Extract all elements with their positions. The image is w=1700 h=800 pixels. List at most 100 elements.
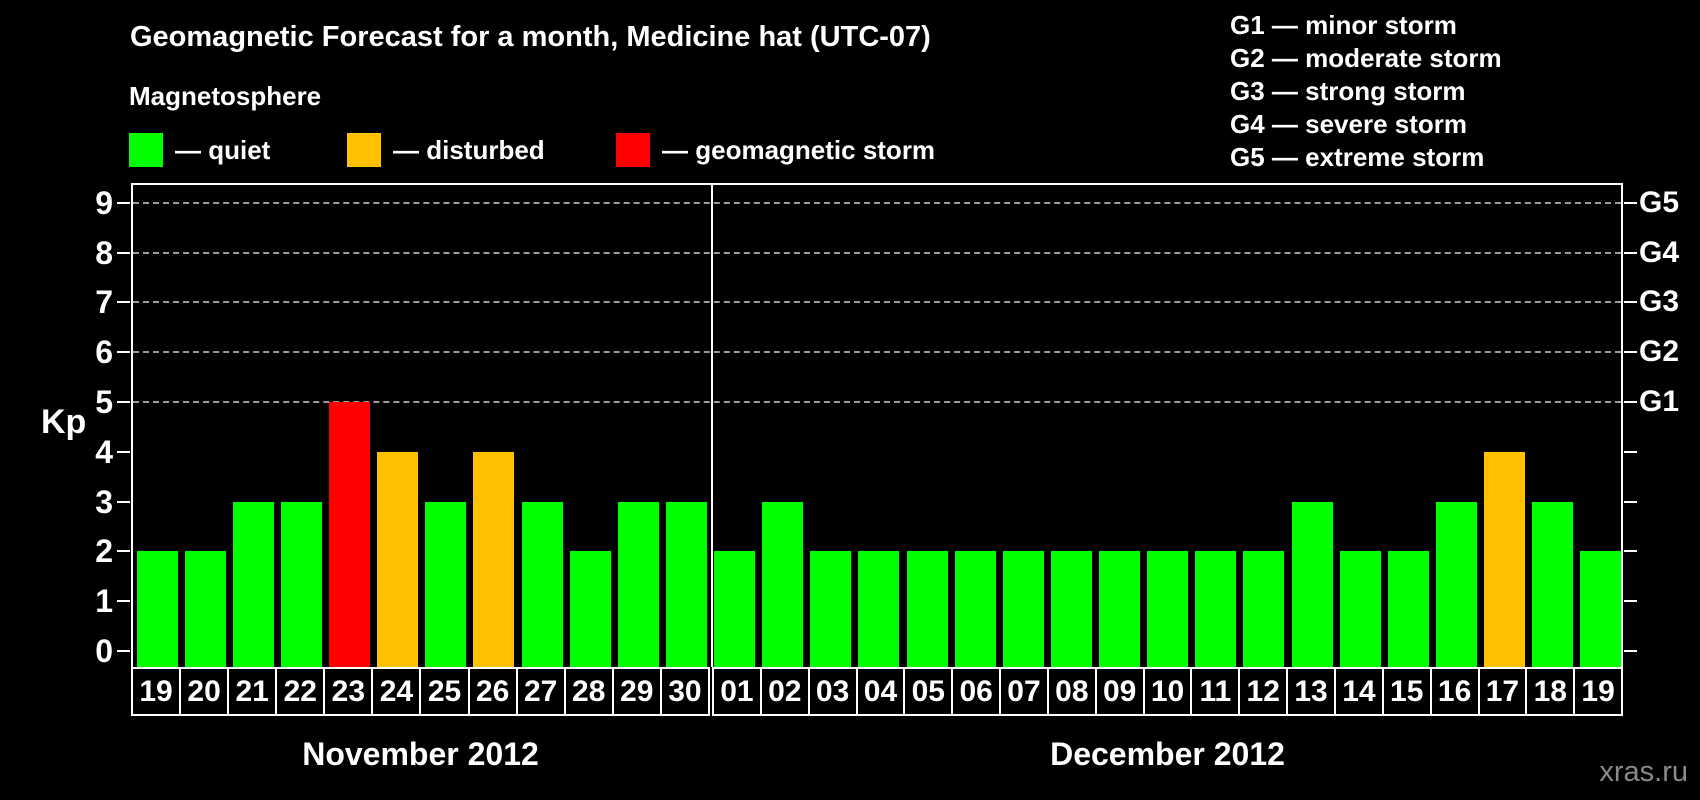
y-tick [117,600,130,603]
y-tick [1624,201,1637,204]
storm-swatch [616,133,650,167]
kp-bar [1050,551,1092,667]
y-tick [1624,650,1637,652]
date-axis: 19 20 21 22 23 24 25 26 27 28 29 30 01 02 03 04 05 06 07 08… [131,667,1623,716]
y-tick [1624,450,1637,453]
date-cell: 02 [759,669,808,714]
g-legend-line: G1 — minor storm [1230,10,1457,40]
g-legend-line: G3 — strong storm [1230,76,1466,106]
legend-item-quiet: — quiet [129,133,270,167]
date-cell: 19 [139,674,173,708]
date-group: 19 20 21 22 23 24 25 26 27 28 29 30 [131,667,710,716]
date-cell: 11 [1190,669,1238,714]
date-cell: 22 [275,669,323,714]
y-tick [117,201,130,204]
kp-bar [136,551,178,667]
g-axis-label: G2 [1639,335,1680,369]
plot-area: Kp 0 1 2 3 4 5 6 7 8 9 G5 G4 G3 G2 G1 [41,183,1679,669]
y-tick [117,550,130,553]
date-cell: 13 [1286,669,1334,714]
date-cell: 03 [807,669,856,714]
date-cell: 26 [467,669,516,714]
g-legend-line: G5 — extreme storm [1230,142,1485,172]
date-cell: 17 [1477,669,1526,714]
y-axis-label: 9 [95,184,113,221]
date-cell: 14 [1333,669,1382,714]
y-tick [117,351,130,354]
y-tick [1624,351,1637,354]
date-cell: 23 [323,669,371,714]
kp-bar [521,501,563,667]
y-tick [1624,301,1637,304]
y-axis-label: 1 [95,583,113,620]
date-cell: 18 [1525,669,1573,714]
kp-bar [1243,551,1285,667]
kp-bar [665,501,707,667]
kp-bar [1484,451,1526,667]
g-axis-label: G1 [1639,385,1680,418]
kp-bar [1291,501,1333,667]
g-axis-label: G5 [1639,185,1680,219]
y-axis-label: 3 [95,483,113,520]
y-tick [1624,600,1637,603]
date-cell: 20 [179,669,227,714]
kp-bar [329,402,371,667]
date-cell: 06 [951,669,999,714]
date-cell: 21 [227,669,275,714]
watermark: xras.ru [1599,756,1688,788]
kp-bar [569,551,611,667]
date-cell: 25 [419,669,467,714]
kp-bar [762,501,804,667]
kp-bar [1147,551,1189,667]
magnetosphere-label: Magnetosphere [129,81,322,111]
kp-bar [1580,551,1622,667]
kp-bar [184,551,226,667]
gridline-kp6 [133,351,1621,354]
y-tick [1624,550,1637,553]
kp-bar [280,501,322,667]
g-legend-line: G2 — moderate storm [1230,43,1502,73]
date-cell: 01 [720,674,754,708]
date-cell: 04 [855,669,904,714]
g-axis-label: G4 [1639,235,1680,269]
g-legend-line: G4 — severe storm [1230,109,1468,139]
date-cell: 30 [659,669,708,714]
date-cell: 16 [1429,669,1478,714]
legend-item-disturbed: — disturbed [347,133,545,167]
y-tick [1624,251,1637,254]
gridline-kp8 [133,251,1621,254]
kp-bar [1002,551,1044,667]
y-tick [117,301,130,304]
y-tick [1624,500,1637,503]
kp-bar [1436,501,1477,667]
y-tick [117,251,130,254]
month-caption: November 2012 [302,736,539,772]
y-tick [117,650,130,652]
kp-bar [954,551,996,667]
legend-label: — geomagnetic storm [662,134,936,165]
gridline-kp9 [133,201,1621,204]
kp-bar [232,501,274,667]
kp-bar [377,451,419,667]
kp-bar [906,551,948,667]
disturbed-swatch [347,133,381,167]
date-cell: 12 [1238,669,1286,714]
y-axis-title: Kp [41,403,87,441]
gridline-kp5 [133,401,1621,403]
date-cell: 19 [1573,669,1621,714]
y-tick [117,500,130,503]
date-cell: 28 [563,669,612,714]
y-axis-label: 7 [95,284,113,321]
g-scale-legend: G1 — minor storm G2 — moderate storm G3 … [1230,9,1502,174]
date-cell: 24 [371,669,419,714]
kp-bar [473,451,515,667]
date-cell: 09 [1094,669,1143,714]
kp-bar [1532,501,1574,667]
kp-bar [617,501,659,667]
date-cell: 07 [999,669,1047,714]
kp-bar [425,501,467,667]
chart-title: Geomagnetic Forecast for a month, Medici… [130,21,931,53]
date-cell: 08 [1046,669,1095,714]
kp-bar [714,551,756,667]
date-cell: 29 [611,669,660,714]
